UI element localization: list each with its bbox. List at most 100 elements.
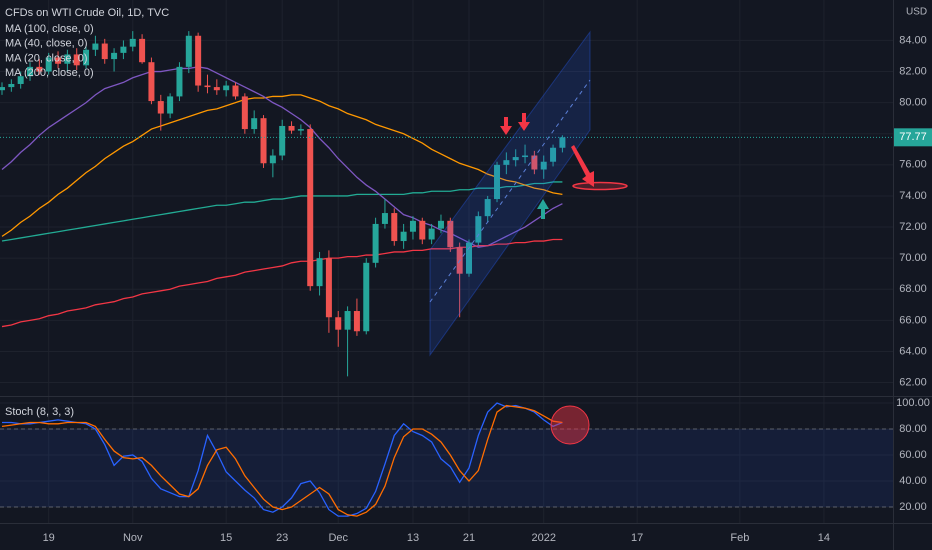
legend-entry: MA (40, close, 0) <box>5 38 88 50</box>
candle-body <box>475 216 482 243</box>
drawings <box>429 30 628 445</box>
candle-body <box>466 242 472 274</box>
x-tick-label: 17 <box>631 532 643 544</box>
x-tick-label: Dec <box>328 532 348 544</box>
currency: USD <box>906 7 927 18</box>
y-tick-label: 100.00 <box>896 397 930 409</box>
candle-body <box>241 96 248 130</box>
x-tick-label: Feb <box>730 532 749 544</box>
candle-body <box>297 129 304 131</box>
y-tick-label: 66.00 <box>899 314 927 326</box>
stoch-line <box>2 402 563 517</box>
y-tick-label: 82.00 <box>899 65 927 77</box>
candle-body <box>325 258 332 318</box>
candle-body <box>484 199 491 217</box>
candle-body <box>503 160 510 165</box>
overbought-circle <box>550 405 590 445</box>
indicator-title: Stoch (8, 3, 3) <box>5 406 74 418</box>
y-tick-label: 80.00 <box>899 97 927 109</box>
y-tick-label: 60.00 <box>899 449 927 461</box>
legend-entry: MA (200, close, 0) <box>5 67 94 79</box>
candle-body <box>101 43 108 60</box>
stoch-line <box>1 404 563 517</box>
candle-body <box>232 85 239 97</box>
candle-body <box>73 54 80 66</box>
candle-body <box>8 83 15 88</box>
candle-body <box>185 35 192 67</box>
y-tick-label: 76.00 <box>899 159 927 171</box>
legend-entry: MA (20, close, 0) <box>5 52 88 64</box>
target-arrow <box>571 145 594 187</box>
y-tick-label: 84.00 <box>899 34 927 46</box>
candle-body <box>64 54 71 64</box>
y-tick-label: 68.00 <box>899 283 927 295</box>
x-tick-label: 13 <box>407 532 419 544</box>
candle-body <box>269 155 276 164</box>
candle-body <box>148 62 155 102</box>
candle-body <box>195 35 202 86</box>
candle-body <box>391 213 398 242</box>
plot-layer <box>0 31 893 517</box>
candle-body <box>409 220 416 232</box>
x-tick-label: Nov <box>123 532 143 544</box>
candle-body <box>92 43 99 50</box>
candle-body <box>381 213 388 224</box>
y-tick-label: 62.00 <box>899 376 927 388</box>
candle-body <box>353 311 360 332</box>
candle-body <box>531 155 538 170</box>
candle-body <box>335 317 342 330</box>
candle-body <box>36 66 43 72</box>
candle-body <box>0 87 5 91</box>
moving-average-line <box>1 181 563 242</box>
candle-body <box>139 38 146 63</box>
last-price-label: 77.77 <box>899 131 927 143</box>
candle-body <box>344 311 351 330</box>
candle-body <box>120 46 127 53</box>
regression-channel <box>429 30 591 357</box>
candle-body <box>494 164 501 200</box>
candle-body <box>27 66 34 77</box>
candle-body <box>437 220 444 229</box>
chart-title: CFDs on WTI Crude Oil, 1D, TVC <box>5 7 169 19</box>
target-ellipse <box>572 181 628 191</box>
candle-body <box>223 85 230 91</box>
y-tick-label: 70.00 <box>899 252 927 264</box>
y-tick-label: 80.00 <box>899 423 927 435</box>
stoch-band <box>0 428 893 508</box>
candle-body <box>540 161 547 170</box>
candle-body <box>129 38 136 47</box>
candle-body <box>550 147 557 162</box>
y-tick-label: 20.00 <box>899 501 927 513</box>
candle-body <box>111 52 118 60</box>
x-tick-label: 2022 <box>531 532 555 544</box>
candle-body <box>260 118 267 164</box>
candle-body <box>176 66 183 97</box>
moving-average-line <box>1 94 563 237</box>
candle-body <box>419 220 426 240</box>
candle-body <box>372 223 379 263</box>
candle-body <box>428 228 435 240</box>
candle-body <box>83 49 90 66</box>
candle-body <box>279 125 286 156</box>
candle-body <box>157 101 164 114</box>
candle-body <box>400 231 407 242</box>
candle-body <box>204 85 211 88</box>
down-arrow <box>500 117 512 135</box>
legend-entry: MA (100, close, 0) <box>5 23 94 35</box>
candle-body <box>307 129 314 287</box>
candle-body <box>363 262 370 332</box>
candle-body <box>213 87 220 91</box>
x-tick-label: 23 <box>276 532 288 544</box>
candle-body <box>45 57 52 72</box>
last-price-tag <box>894 128 932 147</box>
candle-body <box>55 57 62 64</box>
up-arrow <box>537 199 549 219</box>
grid-layer <box>0 0 893 523</box>
x-tick-label: 21 <box>463 532 475 544</box>
candle-body <box>512 157 519 161</box>
x-tick-label: 15 <box>220 532 232 544</box>
